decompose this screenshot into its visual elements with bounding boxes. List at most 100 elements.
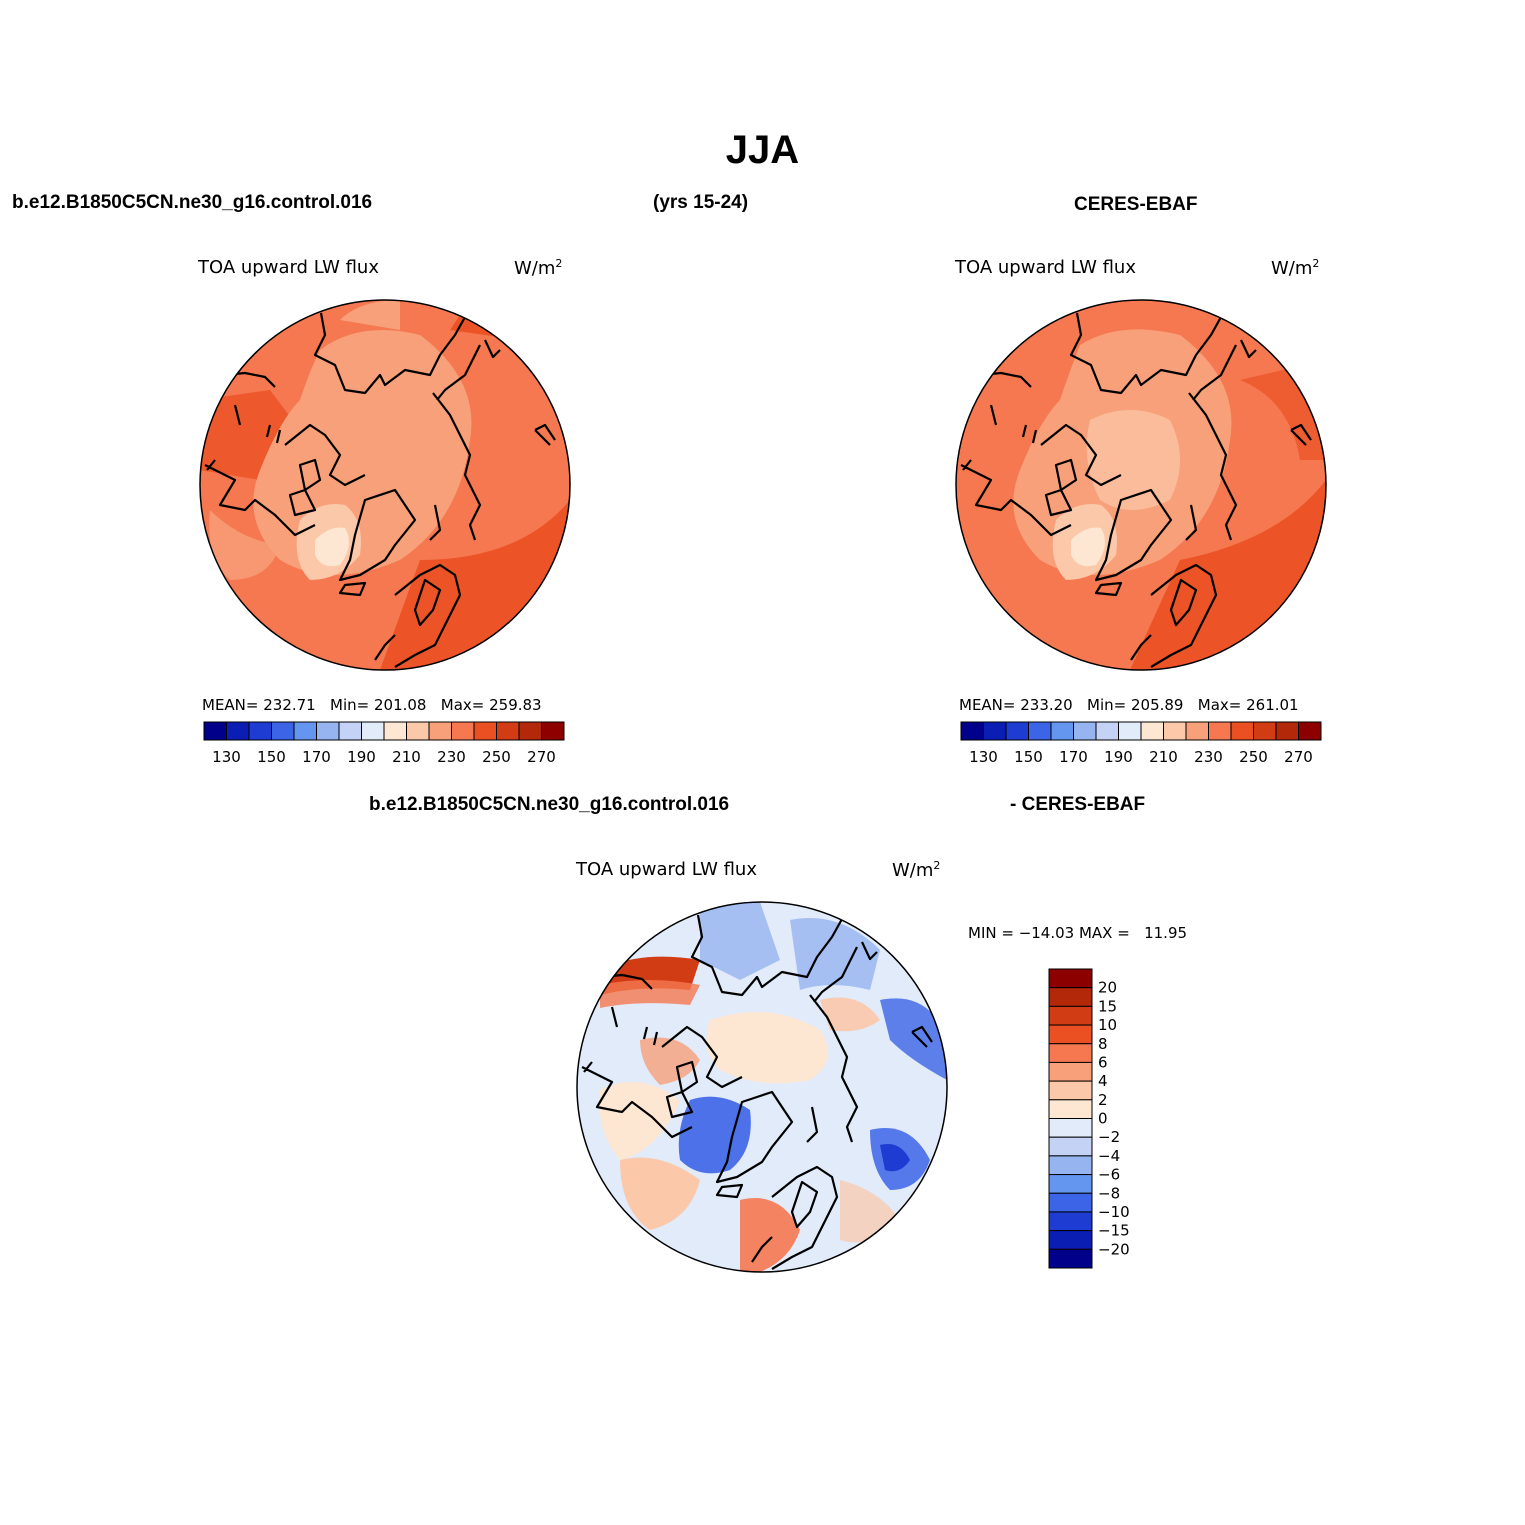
diff-obs-name: - CERES-EBAF bbox=[1010, 794, 1146, 815]
obs-colorbar-box bbox=[1050, 721, 1074, 741]
model-colorbar-box bbox=[428, 721, 452, 741]
obs-colorbar-box bbox=[1230, 721, 1254, 741]
model-colorbar-box bbox=[518, 721, 542, 741]
diff-case-name: b.e12.B1850C5CN.ne30_g16.control.016 bbox=[369, 794, 730, 815]
model-colorbar-tick-label: 170 bbox=[302, 748, 331, 766]
diff-colorbar-box bbox=[1048, 1024, 1093, 1045]
obs-stats: MEAN= 233.20 Min= 205.89 Max= 261.01 bbox=[959, 696, 1299, 714]
obs-colorbar-box bbox=[1095, 721, 1119, 741]
model-colorbar-tick-label: 190 bbox=[347, 748, 376, 766]
obs-map-border bbox=[955, 299, 1327, 671]
diff-colorbar-box bbox=[1048, 968, 1093, 989]
model-colorbar-box bbox=[271, 721, 295, 741]
model-colorbar-box bbox=[293, 721, 317, 741]
diff-colorbar-tick-label: −8 bbox=[1098, 1184, 1120, 1202]
diff-colorbar-box bbox=[1048, 1248, 1093, 1269]
model-colorbar-box bbox=[226, 721, 250, 741]
model-units-base: W/m bbox=[514, 258, 556, 279]
model-colorbar-box bbox=[406, 721, 430, 741]
obs-colorbar-tick-label: 190 bbox=[1104, 748, 1133, 766]
model-colorbar-box bbox=[473, 721, 497, 741]
diff-colorbar-box bbox=[1048, 1230, 1093, 1250]
model-colorbar-box bbox=[338, 721, 362, 741]
model-colorbar-box bbox=[383, 721, 407, 741]
model-colorbar-box bbox=[361, 721, 385, 741]
diff-colorbar-box bbox=[1048, 1136, 1093, 1157]
obs-colorbar-box bbox=[1275, 721, 1299, 741]
diff-colorbar-tick-label: 8 bbox=[1098, 1035, 1108, 1053]
diff-colorbar-tick-label: −4 bbox=[1098, 1147, 1120, 1165]
obs-colorbar-box bbox=[1298, 721, 1322, 741]
obs-colorbar-tick-label: 270 bbox=[1284, 748, 1313, 766]
diff-stats: MIN = −14.03 MAX = 11.95 bbox=[968, 924, 1188, 942]
diff-variable-label: TOA upward LW flux bbox=[576, 859, 757, 880]
diff-colorbar-box bbox=[1048, 1043, 1093, 1063]
diff-colorbar-tick-label: 15 bbox=[1098, 997, 1117, 1015]
obs-colorbar-tick-label: 230 bbox=[1194, 748, 1223, 766]
obs-units-label: W/m2 bbox=[1271, 257, 1319, 279]
obs-map bbox=[956, 300, 1326, 670]
obs-colorbar-box bbox=[960, 721, 984, 741]
model-variable-label: TOA upward LW flux bbox=[198, 257, 379, 278]
diff-colorbar-box bbox=[1048, 1118, 1093, 1138]
diff-colorbar-tick-label: −6 bbox=[1098, 1166, 1120, 1184]
diff-colorbar-box bbox=[1048, 1155, 1093, 1176]
diff-colorbar-tick-label: −15 bbox=[1098, 1222, 1130, 1240]
model-units-label: W/m2 bbox=[514, 257, 562, 279]
obs-name: CERES-EBAF bbox=[1074, 194, 1198, 215]
obs-units-exp: 2 bbox=[1312, 257, 1320, 270]
diff-colorbar-box bbox=[1048, 1061, 1093, 1082]
obs-colorbar-tick-label: 150 bbox=[1014, 748, 1043, 766]
model-colorbar: 130 150 170 190 210 230 250 270 bbox=[203, 721, 565, 766]
model-stats: MEAN= 232.71 Min= 201.08 Max= 259.83 bbox=[202, 696, 542, 714]
model-map bbox=[200, 300, 570, 670]
model-map-border bbox=[199, 299, 571, 671]
obs-variable-label: TOA upward LW flux bbox=[955, 257, 1136, 278]
obs-colorbar-box bbox=[1005, 721, 1029, 741]
diff-colorbar-box bbox=[1048, 1211, 1093, 1232]
years-label: (yrs 15-24) bbox=[653, 192, 749, 213]
model-units-exp: 2 bbox=[555, 257, 563, 270]
model-colorbar-box bbox=[316, 721, 340, 741]
model-colorbar-box bbox=[203, 721, 227, 741]
model-colorbar-box bbox=[496, 721, 520, 741]
diff-colorbar-tick-label: 0 bbox=[1098, 1110, 1108, 1128]
model-colorbar-tick-label: 250 bbox=[482, 748, 511, 766]
obs-colorbar-tick-label: 170 bbox=[1059, 748, 1088, 766]
obs-colorbar-box bbox=[1140, 721, 1164, 741]
diff-colorbar-box bbox=[1048, 1005, 1093, 1026]
diff-colorbar-tick-label: −10 bbox=[1098, 1203, 1130, 1221]
obs-colorbar-box bbox=[1185, 721, 1209, 741]
model-colorbar-tick-label: 210 bbox=[392, 748, 421, 766]
obs-colorbar-box bbox=[1253, 721, 1277, 741]
obs-colorbar-box bbox=[983, 721, 1007, 741]
diff-colorbar-box bbox=[1048, 1174, 1093, 1194]
diff-colorbar-tick-label: 2 bbox=[1098, 1091, 1108, 1109]
diff-colorbar-tick-label: 10 bbox=[1098, 1016, 1117, 1034]
diff-units-label: W/m2 bbox=[892, 859, 940, 881]
diff-units-base: W/m bbox=[892, 860, 934, 881]
diff-map bbox=[577, 902, 947, 1272]
season-title: JJA bbox=[725, 128, 800, 172]
diff-colorbar-tick-label: 6 bbox=[1098, 1053, 1108, 1071]
diff-colorbar-box bbox=[1048, 1099, 1093, 1119]
obs-colorbar-box bbox=[1028, 721, 1052, 741]
diff-colorbar-tick-label: −20 bbox=[1098, 1240, 1130, 1258]
diff-map-border bbox=[576, 901, 948, 1273]
model-colorbar-tick-label: 230 bbox=[437, 748, 466, 766]
obs-colorbar-box bbox=[1118, 721, 1142, 741]
obs-colorbar-box bbox=[1208, 721, 1232, 741]
diff-colorbar-tick-label: 4 bbox=[1098, 1072, 1108, 1090]
diff-units-exp: 2 bbox=[933, 859, 941, 872]
model-colorbar-box bbox=[541, 721, 565, 741]
diff-colorbar-box bbox=[1048, 1080, 1093, 1101]
diff-colorbar-box bbox=[1048, 1192, 1093, 1213]
case-name: b.e12.B1850C5CN.ne30_g16.control.016 bbox=[12, 192, 373, 213]
model-colorbar-box bbox=[248, 721, 272, 741]
model-colorbar-tick-label: 150 bbox=[257, 748, 286, 766]
diff-colorbar-tick-label: 20 bbox=[1098, 979, 1117, 997]
model-colorbar-tick-label: 270 bbox=[527, 748, 556, 766]
obs-colorbar-tick-label: 130 bbox=[969, 748, 998, 766]
